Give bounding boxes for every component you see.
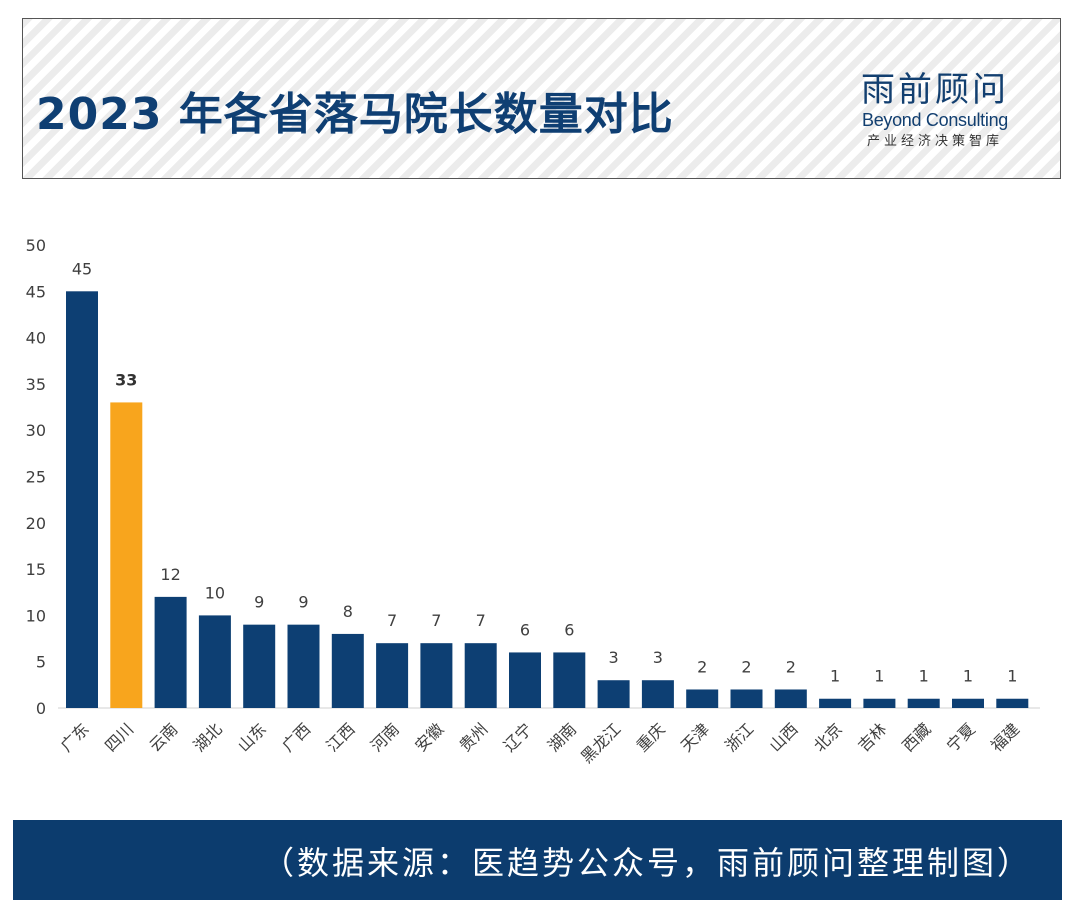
y-tick-label: 10 xyxy=(26,606,46,625)
x-tick-label: 北京 xyxy=(810,719,846,755)
data-label: 45 xyxy=(72,259,92,278)
brand-logo: 雨前顾问 Beyond Consulting 产业经济决策智库 xyxy=(840,70,1030,154)
data-label: 1 xyxy=(830,667,840,686)
data-label: 6 xyxy=(564,620,574,639)
data-label: 3 xyxy=(653,648,663,667)
y-tick-label: 5 xyxy=(36,653,46,672)
title-banner xyxy=(22,18,1061,179)
bar xyxy=(243,624,276,708)
bar xyxy=(376,643,409,708)
y-tick-label: 15 xyxy=(26,560,46,579)
bar xyxy=(464,643,497,708)
data-label: 2 xyxy=(697,657,707,676)
x-tick-label: 天津 xyxy=(677,719,713,755)
y-tick-label: 45 xyxy=(26,282,46,301)
bar xyxy=(819,698,852,708)
x-tick-label: 湖南 xyxy=(544,719,580,755)
bar xyxy=(287,624,320,708)
bar xyxy=(509,652,541,708)
bar xyxy=(110,402,143,708)
x-tick-label: 福建 xyxy=(987,719,1023,755)
x-tick-label: 黑龙江 xyxy=(577,719,624,766)
bar xyxy=(553,652,586,708)
x-tick-label: 四川 xyxy=(101,719,137,755)
bar xyxy=(907,698,940,708)
bar xyxy=(198,615,231,708)
y-tick-label: 40 xyxy=(26,329,46,348)
x-tick-label: 山东 xyxy=(234,719,270,755)
bar xyxy=(996,698,1029,708)
x-tick-label: 广东 xyxy=(57,719,93,755)
data-label: 9 xyxy=(254,593,264,612)
logo-tagline: 产业经济决策智库 xyxy=(866,134,1003,149)
bar xyxy=(597,680,630,708)
y-tick-label: 50 xyxy=(26,236,46,255)
y-tick-label: 25 xyxy=(26,468,46,487)
y-tick-label: 30 xyxy=(26,421,46,440)
source-footer: （数据来源：医趋势公众号，雨前顾问整理制图） xyxy=(13,820,1062,900)
bar xyxy=(420,643,453,708)
x-tick-label: 吉林 xyxy=(854,719,890,755)
page-title: 2023 年各省落马院长数量对比 xyxy=(36,89,674,140)
bar xyxy=(154,596,187,708)
bar xyxy=(66,291,98,708)
data-label: 33 xyxy=(115,370,137,389)
y-tick-label: 0 xyxy=(36,699,46,718)
x-tick-label: 河南 xyxy=(367,719,403,755)
x-tick-label: 广西 xyxy=(278,719,314,755)
data-label: 2 xyxy=(741,657,751,676)
x-tick-label: 辽宁 xyxy=(500,719,536,755)
bar xyxy=(686,689,719,708)
x-tick-label: 安徽 xyxy=(411,719,447,755)
x-tick-label: 宁夏 xyxy=(943,719,979,755)
data-label: 1 xyxy=(963,667,973,686)
x-tick-label: 贵州 xyxy=(455,719,491,755)
data-label: 12 xyxy=(160,565,180,584)
data-label: 1 xyxy=(919,667,929,686)
data-label: 8 xyxy=(343,602,353,621)
bar xyxy=(331,633,364,708)
logo-chinese-name: 雨前顾问 xyxy=(861,70,1009,110)
data-label: 1 xyxy=(1007,667,1017,686)
x-tick-label: 湖北 xyxy=(190,719,226,755)
bar xyxy=(730,689,763,708)
bar xyxy=(952,698,984,708)
data-label: 10 xyxy=(205,583,225,602)
x-tick-label: 山西 xyxy=(766,719,802,755)
x-tick-label: 江西 xyxy=(323,719,359,755)
data-label: 7 xyxy=(476,611,486,630)
y-tick-label: 20 xyxy=(26,514,46,533)
x-tick-label: 云南 xyxy=(145,719,181,755)
bar xyxy=(774,689,807,708)
x-tick-label: 浙江 xyxy=(721,719,757,755)
bar xyxy=(863,698,896,708)
data-label: 2 xyxy=(786,657,796,676)
data-source-note: （数据来源：医趋势公众号，雨前顾问整理制图） xyxy=(261,844,1032,882)
data-label: 1 xyxy=(874,667,884,686)
logo-english-name: Beyond Consulting xyxy=(861,110,1008,130)
data-label: 9 xyxy=(298,593,308,612)
data-label: 3 xyxy=(609,648,619,667)
x-tick-label: 西藏 xyxy=(898,719,934,755)
data-label: 7 xyxy=(431,611,441,630)
x-tick-label: 重庆 xyxy=(633,719,669,755)
data-label: 7 xyxy=(387,611,397,630)
bar xyxy=(641,680,674,708)
data-label: 6 xyxy=(520,620,530,639)
y-tick-label: 35 xyxy=(26,375,46,394)
